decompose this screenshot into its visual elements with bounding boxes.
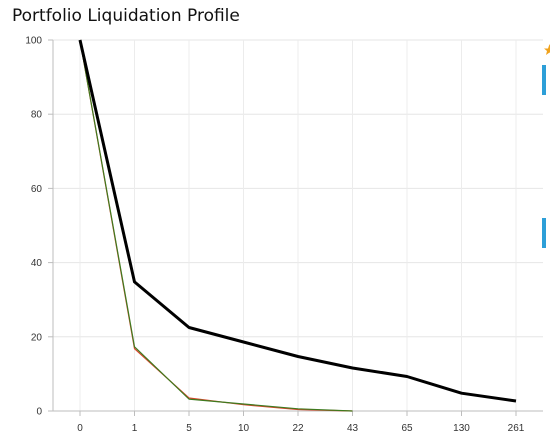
y-tick-label: 20 <box>31 332 43 343</box>
x-tick-label: 0 <box>77 423 83 434</box>
legend-bar-marker <box>542 65 546 95</box>
y-tick-label: 100 <box>25 36 42 47</box>
series-line <box>79 39 353 412</box>
chart-title: Portfolio Liquidation Profile <box>12 6 240 26</box>
x-tick-label: 261 <box>508 423 525 434</box>
y-tick-label: 60 <box>31 184 43 195</box>
series-lines <box>78 39 517 412</box>
x-tick-label: 22 <box>292 423 304 434</box>
grid-lines <box>53 39 543 412</box>
x-tick-label: 130 <box>453 423 470 434</box>
y-tick-label: 80 <box>31 110 43 121</box>
x-tick-label: 10 <box>238 423 250 434</box>
axes <box>48 39 543 416</box>
x-tick-label: 43 <box>347 423 359 434</box>
series-line <box>78 39 517 403</box>
legend-bar-marker <box>542 218 546 248</box>
x-tick-label: 1 <box>132 423 138 434</box>
x-tick-label: 5 <box>186 423 192 434</box>
legend-markers <box>542 44 550 248</box>
y-tick-label: 40 <box>31 258 43 269</box>
tick-labels: 0 20 40 60 80 100 0 1 5 10 22 43 65 130 261 <box>25 36 524 435</box>
legend-star-marker <box>544 44 550 55</box>
x-tick-label: 65 <box>401 423 413 434</box>
y-tick-label: 0 <box>36 407 42 418</box>
